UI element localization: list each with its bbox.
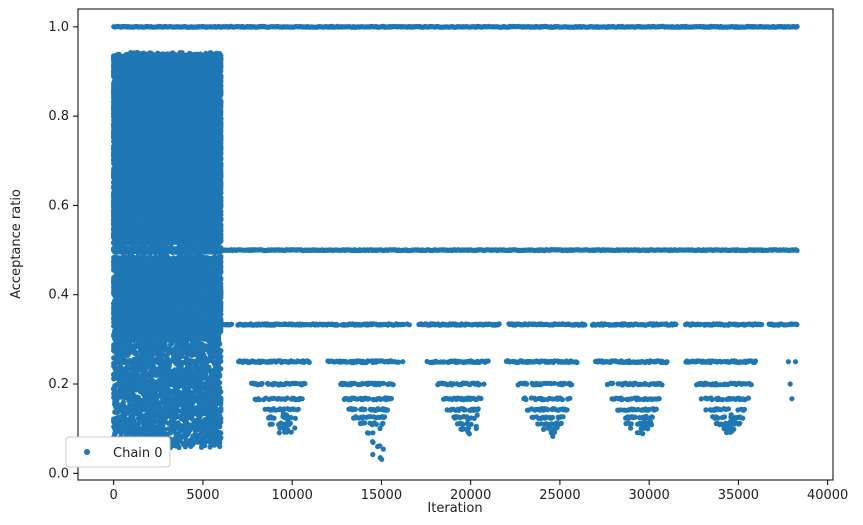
data-point <box>794 247 800 254</box>
data-points <box>111 23 800 462</box>
data-point <box>794 23 800 30</box>
